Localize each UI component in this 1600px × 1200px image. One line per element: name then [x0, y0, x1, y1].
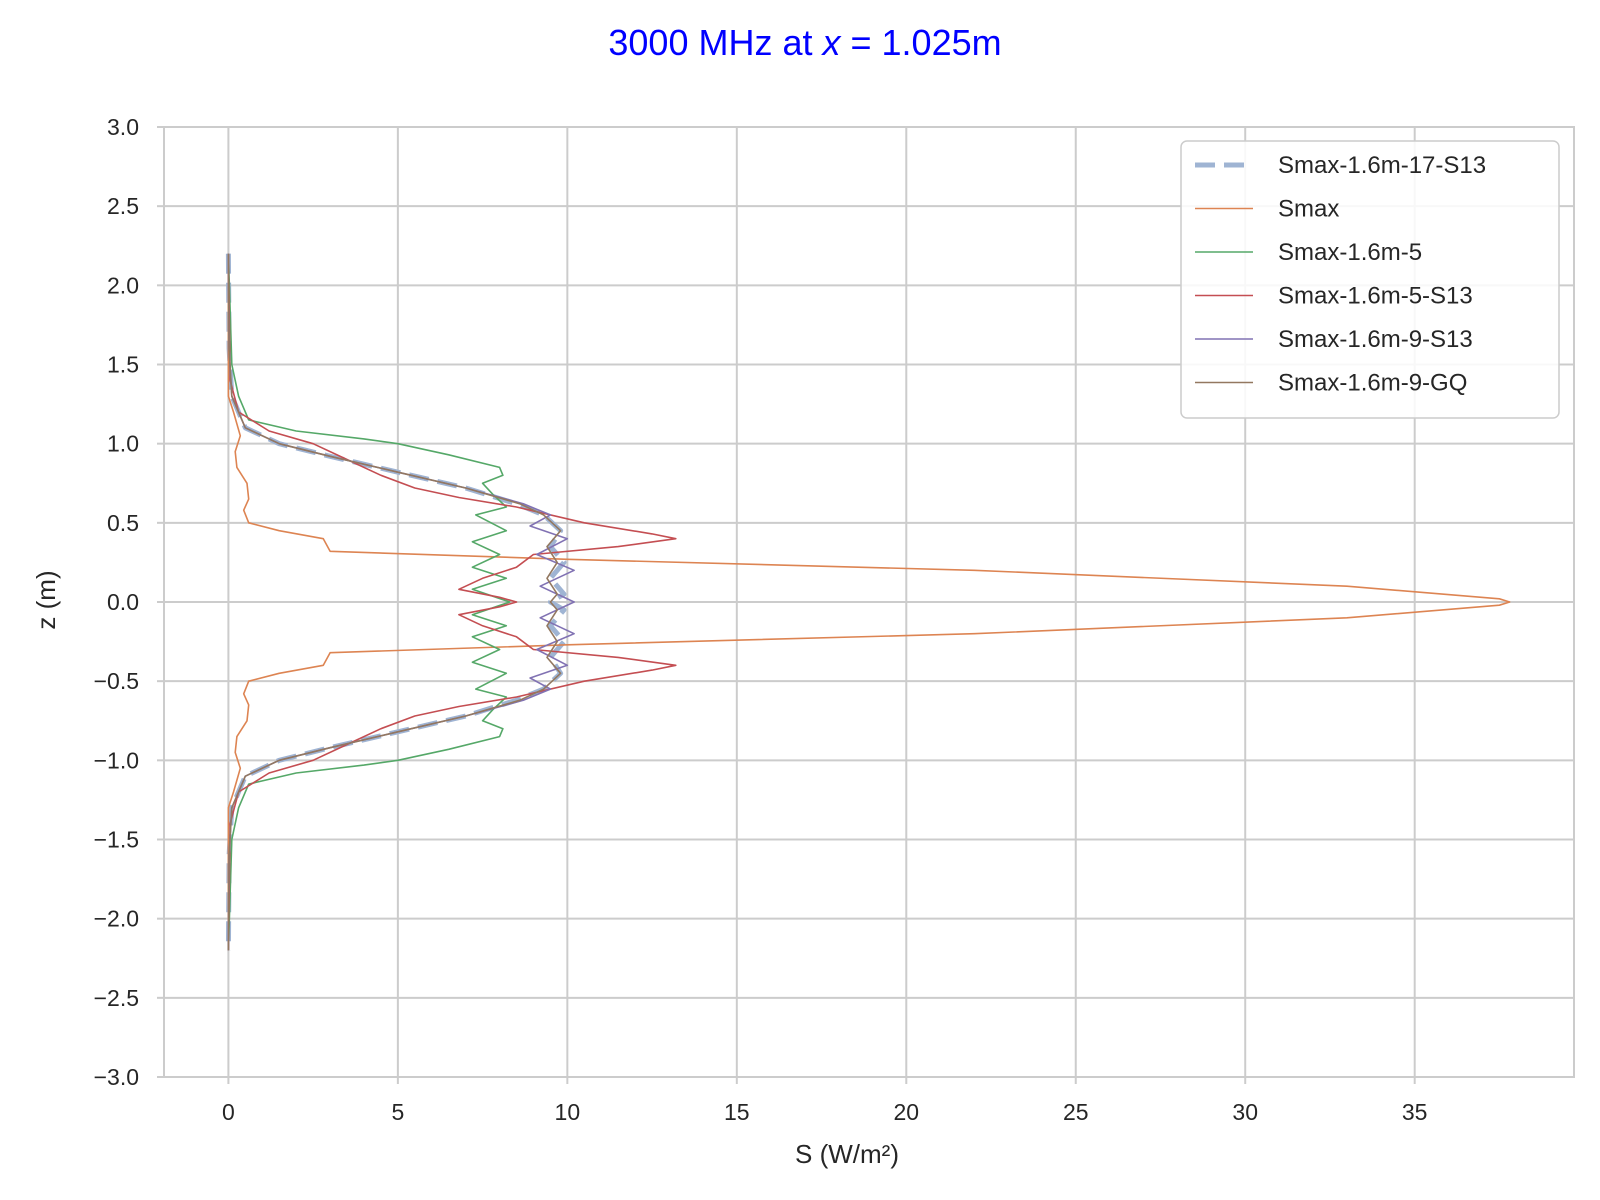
y-tick-label: −3.0: [94, 1064, 139, 1090]
chart-title-var: x: [821, 22, 843, 63]
y-tick-label: 2.0: [107, 272, 139, 298]
x-tick-label: 5: [391, 1099, 404, 1125]
y-tick-label: 3.0: [107, 114, 139, 140]
x-tick-label: 35: [1402, 1099, 1428, 1125]
y-tick-label: 0.5: [107, 510, 139, 536]
y-tick-labels: −3.0 −2.5 −2.0 −1.5 −1.0 −0.5 0.0 0.5 1.0 1.5 2.0 2…: [94, 114, 164, 1090]
chart-title-post: = 1.025m: [841, 22, 1002, 63]
legend-label-5: Smax-1.6m-9-GQ: [1278, 370, 1467, 397]
series-layer: [225, 253, 1511, 951]
x-tick-labels: 0 5 10 15 20 25 30 35: [222, 1077, 1427, 1125]
legend: Smax-1.6m-17-S13 Smax Smax-1.6m-5 Smax-1.6m…: [1180, 140, 1560, 419]
legend-label-3: Smax-1.6m-5-S13: [1278, 283, 1473, 310]
series-line-3: [227, 253, 677, 951]
legend-label-4: Smax-1.6m-9-S13: [1278, 326, 1473, 353]
y-tick-label: −1.0: [94, 747, 139, 773]
y-tick-label: −2.0: [94, 906, 139, 932]
y-tick-label: 1.0: [107, 431, 139, 457]
y-tick-label: −2.5: [94, 985, 139, 1011]
series-line-5: [227, 253, 562, 951]
x-tick-label: 25: [1063, 1099, 1089, 1125]
x-tick-label: 30: [1232, 1099, 1258, 1125]
y-tick-label: 0.0: [107, 589, 139, 615]
x-axis-label: S (W/m²): [795, 1139, 899, 1169]
chart-title: 3000 MHz at x = 1.025m: [608, 22, 1001, 63]
x-tick-label: 20: [893, 1099, 919, 1125]
x-tick-label: 10: [555, 1099, 581, 1125]
y-axis-label: z (m): [31, 570, 61, 629]
legend-label-0: Smax-1.6m-17-S13: [1278, 152, 1486, 179]
grid: [164, 126, 1574, 1078]
series-line-2: [227, 253, 511, 951]
legend-label-1: Smax: [1278, 196, 1339, 223]
legend-box: [1180, 140, 1560, 419]
x-tick-label: 0: [222, 1099, 235, 1125]
chart-title-pre: 3000 MHz at: [608, 22, 822, 63]
x-tick-label: 15: [724, 1099, 750, 1125]
y-tick-label: −1.5: [94, 827, 139, 853]
y-tick-label: 1.5: [107, 352, 139, 378]
y-tick-label: −0.5: [94, 668, 139, 694]
legend-label-2: Smax-1.6m-5: [1278, 239, 1422, 266]
y-tick-label: 2.5: [107, 193, 139, 219]
series-line-1: [227, 253, 1511, 951]
